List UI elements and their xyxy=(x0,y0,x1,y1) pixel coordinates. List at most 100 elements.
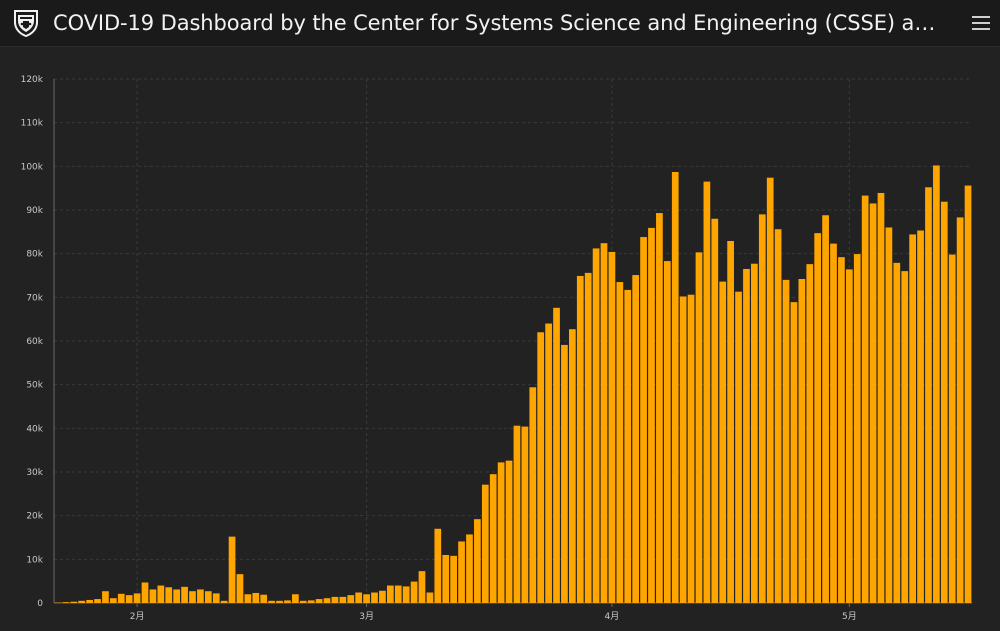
daily-case-bar[interactable] xyxy=(719,281,727,603)
daily-case-bar[interactable] xyxy=(830,243,837,603)
daily-case-bar[interactable] xyxy=(386,585,394,603)
daily-case-bar[interactable] xyxy=(513,425,521,603)
daily-case-bar[interactable] xyxy=(339,596,347,603)
daily-case-bar[interactable] xyxy=(640,237,647,603)
daily-case-bar[interactable] xyxy=(307,600,315,603)
daily-case-bar[interactable] xyxy=(276,600,283,603)
daily-case-bar[interactable] xyxy=(885,227,893,603)
daily-case-bar[interactable] xyxy=(956,217,964,604)
daily-case-bar[interactable] xyxy=(663,261,671,603)
daily-case-bar[interactable] xyxy=(616,282,624,603)
daily-case-bar[interactable] xyxy=(877,192,885,603)
daily-case-bar[interactable] xyxy=(244,594,252,603)
daily-case-bar[interactable] xyxy=(806,264,814,603)
daily-case-bar[interactable] xyxy=(315,599,323,603)
daily-case-bar[interactable] xyxy=(284,600,291,603)
daily-case-bar[interactable] xyxy=(553,307,560,603)
daily-case-bar[interactable] xyxy=(711,218,719,604)
daily-case-bar[interactable] xyxy=(735,291,742,603)
daily-case-bar[interactable] xyxy=(758,214,766,603)
daily-case-bar[interactable] xyxy=(814,233,822,603)
hamburger-menu-icon[interactable] xyxy=(972,13,990,31)
daily-case-bar[interactable] xyxy=(402,586,410,603)
daily-case-bar[interactable] xyxy=(102,591,109,603)
daily-case-bar[interactable] xyxy=(964,185,972,604)
daily-case-bar[interactable] xyxy=(909,234,916,603)
daily-case-bar[interactable] xyxy=(592,248,600,603)
daily-case-bar[interactable] xyxy=(212,593,220,603)
daily-case-bar[interactable] xyxy=(901,271,909,603)
daily-case-bar[interactable] xyxy=(687,294,695,603)
daily-case-bar[interactable] xyxy=(410,581,418,603)
daily-case-bar[interactable] xyxy=(521,426,529,603)
daily-case-bar[interactable] xyxy=(481,484,489,603)
daily-case-bar[interactable] xyxy=(529,387,537,603)
daily-case-bar[interactable] xyxy=(474,519,481,603)
daily-case-bar[interactable] xyxy=(933,165,940,603)
daily-case-bar[interactable] xyxy=(331,596,339,603)
daily-case-bar[interactable] xyxy=(197,589,204,603)
daily-case-bar[interactable] xyxy=(220,600,228,603)
daily-case-bar[interactable] xyxy=(561,344,568,603)
daily-case-bar[interactable] xyxy=(608,251,616,604)
daily-case-bar[interactable] xyxy=(133,593,141,603)
university-shield-icon[interactable] xyxy=(10,7,42,39)
daily-case-bar[interactable] xyxy=(78,600,86,603)
daily-case-bar[interactable] xyxy=(62,602,70,603)
daily-case-bar[interactable] xyxy=(537,332,545,603)
daily-case-bar[interactable] xyxy=(86,599,93,603)
daily-case-bar[interactable] xyxy=(743,268,750,603)
daily-case-bar[interactable] xyxy=(751,263,758,603)
daily-case-bar[interactable] xyxy=(149,589,157,603)
daily-case-bar[interactable] xyxy=(656,213,663,603)
daily-case-bar[interactable] xyxy=(394,585,402,603)
daily-case-bar[interactable] xyxy=(426,592,434,603)
daily-case-bar[interactable] xyxy=(822,215,829,604)
daily-case-bar[interactable] xyxy=(861,195,869,603)
daily-case-bar[interactable] xyxy=(125,595,133,603)
daily-case-bar[interactable] xyxy=(576,275,584,603)
daily-case-bar[interactable] xyxy=(252,592,260,603)
daily-case-bar[interactable] xyxy=(371,592,378,603)
daily-case-bar[interactable] xyxy=(236,574,244,603)
daily-case-bar[interactable] xyxy=(948,254,956,604)
daily-case-bar[interactable] xyxy=(323,598,331,603)
daily-case-bar[interactable] xyxy=(299,600,307,603)
daily-case-bar[interactable] xyxy=(442,554,450,603)
daily-case-bar[interactable] xyxy=(363,594,370,603)
daily-case-bar[interactable] xyxy=(727,241,734,603)
daily-case-bar[interactable] xyxy=(165,587,173,603)
daily-case-bar[interactable] xyxy=(204,591,212,603)
daily-case-bar[interactable] xyxy=(355,592,363,603)
daily-case-bar[interactable] xyxy=(489,474,497,603)
daily-case-bar[interactable] xyxy=(584,272,592,603)
daily-case-bar[interactable] xyxy=(70,601,78,603)
daily-case-bar[interactable] xyxy=(648,227,655,603)
daily-case-bar[interactable] xyxy=(173,589,181,603)
daily-case-bar[interactable] xyxy=(893,262,901,603)
daily-case-bar[interactable] xyxy=(117,593,125,603)
daily-case-bar[interactable] xyxy=(260,594,268,603)
daily-case-bar[interactable] xyxy=(466,534,473,603)
daily-case-bar[interactable] xyxy=(268,600,275,603)
daily-case-bar[interactable] xyxy=(845,269,853,603)
daily-case-bar[interactable] xyxy=(782,279,790,603)
daily-case-bar[interactable] xyxy=(505,460,513,603)
daily-case-bar[interactable] xyxy=(940,201,948,603)
daily-case-bar[interactable] xyxy=(434,528,442,603)
daily-case-bar[interactable] xyxy=(497,462,505,603)
daily-case-bar[interactable] xyxy=(181,586,188,603)
daily-case-bar[interactable] xyxy=(94,599,101,603)
daily-case-bar[interactable] xyxy=(292,594,299,603)
daily-case-bar[interactable] xyxy=(141,582,149,603)
daily-case-bar[interactable] xyxy=(157,585,165,603)
daily-case-bar[interactable] xyxy=(600,243,608,603)
daily-case-bar[interactable] xyxy=(853,254,861,603)
daily-case-bar[interactable] xyxy=(418,571,426,603)
daily-case-bar[interactable] xyxy=(790,302,798,603)
daily-case-bar[interactable] xyxy=(379,590,386,603)
daily-case-bar[interactable] xyxy=(917,230,924,603)
daily-case-bar[interactable] xyxy=(679,296,687,603)
daily-case-bar[interactable] xyxy=(703,181,711,603)
daily-case-bar[interactable] xyxy=(869,203,877,603)
